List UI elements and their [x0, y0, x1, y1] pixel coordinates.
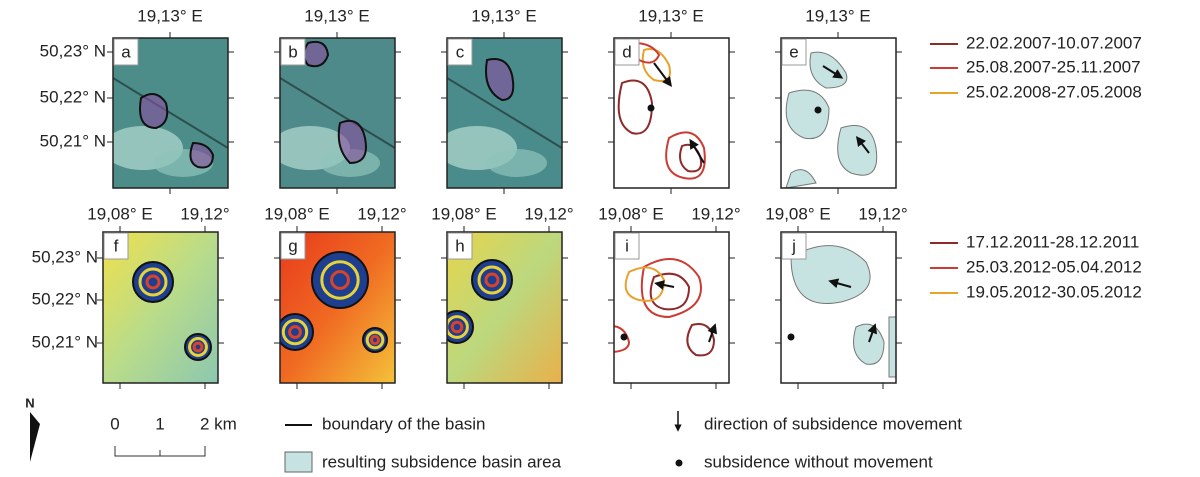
boundary-label: boundary of the basin — [322, 414, 486, 433]
basin-label: resulting subsidence basin area — [322, 452, 562, 471]
lon-label: 19,12° — [691, 204, 740, 223]
lon-label: 19,08° E — [598, 204, 663, 223]
still-dot — [815, 107, 822, 114]
map-panel: 19,08° E 19,12° h — [431, 204, 573, 389]
north-arrow — [30, 412, 40, 462]
map-panel: 19,08° E 19,12° g — [264, 204, 406, 389]
lon-label: 19,08° E — [264, 204, 329, 223]
panel-letter: b — [288, 42, 297, 61]
panel-letter: h — [455, 236, 464, 255]
legend-label: 17.12.2011-28.12.2011 — [966, 232, 1139, 251]
lon-label: 19,08° E — [87, 204, 152, 223]
lon-label: 19,13° E — [304, 6, 369, 25]
map-panel: 19,13° E b — [270, 6, 401, 194]
map-panel: 19,13° E e — [775, 6, 902, 194]
lon-label: 19,08° E — [431, 204, 496, 223]
basin-area — [838, 126, 877, 176]
legend-label: 19.05.2012-30.05.2012 — [966, 282, 1142, 301]
scale-label: 0 — [110, 414, 119, 433]
panel-letter: a — [121, 42, 131, 61]
lon-label: 19,12° — [180, 204, 229, 223]
lon-label: 19,12° — [858, 204, 907, 223]
key: N 0 1 2 km boundary of the basin resulti… — [25, 395, 962, 472]
lat-label: 50,23° N — [40, 41, 106, 60]
lon-label: 19,12° — [524, 204, 573, 223]
scale-bar — [115, 446, 205, 456]
panel-letter: d — [622, 42, 631, 61]
map-panel: 19,08° E 19,12° f — [87, 204, 229, 389]
scale-label: 2 km — [200, 414, 237, 433]
map-panel: 19,08° E 19,12° j — [765, 204, 907, 389]
lon-label: 19,08° E — [765, 204, 830, 223]
north-label: N — [25, 395, 34, 410]
basin-boundary — [140, 94, 167, 128]
basin-swatch — [285, 452, 312, 472]
map-panel: 19,13° E a — [103, 6, 234, 194]
lat-label: 50,22° N — [32, 289, 98, 308]
lon-label: 19,13° E — [805, 6, 870, 25]
lon-label: 19,13° E — [137, 6, 202, 25]
dot-swatch — [676, 460, 683, 467]
lon-label: 19,13° E — [471, 6, 536, 25]
panel-letter: i — [625, 236, 629, 255]
still-dot — [621, 334, 628, 341]
lat-label: 50,22° N — [40, 87, 106, 106]
direction-label: direction of subsidence movement — [704, 414, 962, 433]
still-dot — [648, 105, 655, 112]
panel-letter: c — [456, 42, 465, 61]
legend-label: 25.08.2007-25.11.2007 — [966, 57, 1141, 76]
lat-label: 50,21° N — [40, 131, 106, 150]
scale-label: 1 — [155, 414, 164, 433]
still-dot — [788, 334, 795, 341]
legend-label: 22.02.2007-10.07.2007 — [966, 33, 1142, 52]
basin-area — [889, 317, 899, 377]
lat-label: 50,21° N — [32, 332, 98, 351]
terrain — [487, 149, 547, 177]
legend-label: 25.03.2012-05.04.2012 — [966, 257, 1142, 276]
figure: N 0 1 2 km boundary of the basin resulti… — [0, 0, 1200, 477]
map-panel: 19,08° E 19,12° i — [598, 204, 740, 389]
lon-label: 19,12° — [357, 204, 406, 223]
panel-letter: e — [789, 42, 798, 61]
basin-boundary — [304, 42, 328, 66]
panel-letter: g — [288, 236, 297, 255]
lon-label: 19,13° E — [638, 6, 703, 25]
lat-label: 50,23° N — [32, 247, 98, 266]
map-panel: 19,13° E c — [437, 6, 568, 194]
no-movement-label: subsidence without movement — [704, 452, 933, 471]
map-panel: 19,13° E d — [608, 6, 735, 194]
panel-letter: j — [791, 236, 796, 255]
legend-label: 25.02.2008-27.05.2008 — [966, 82, 1142, 101]
panel-letter: f — [114, 236, 119, 255]
